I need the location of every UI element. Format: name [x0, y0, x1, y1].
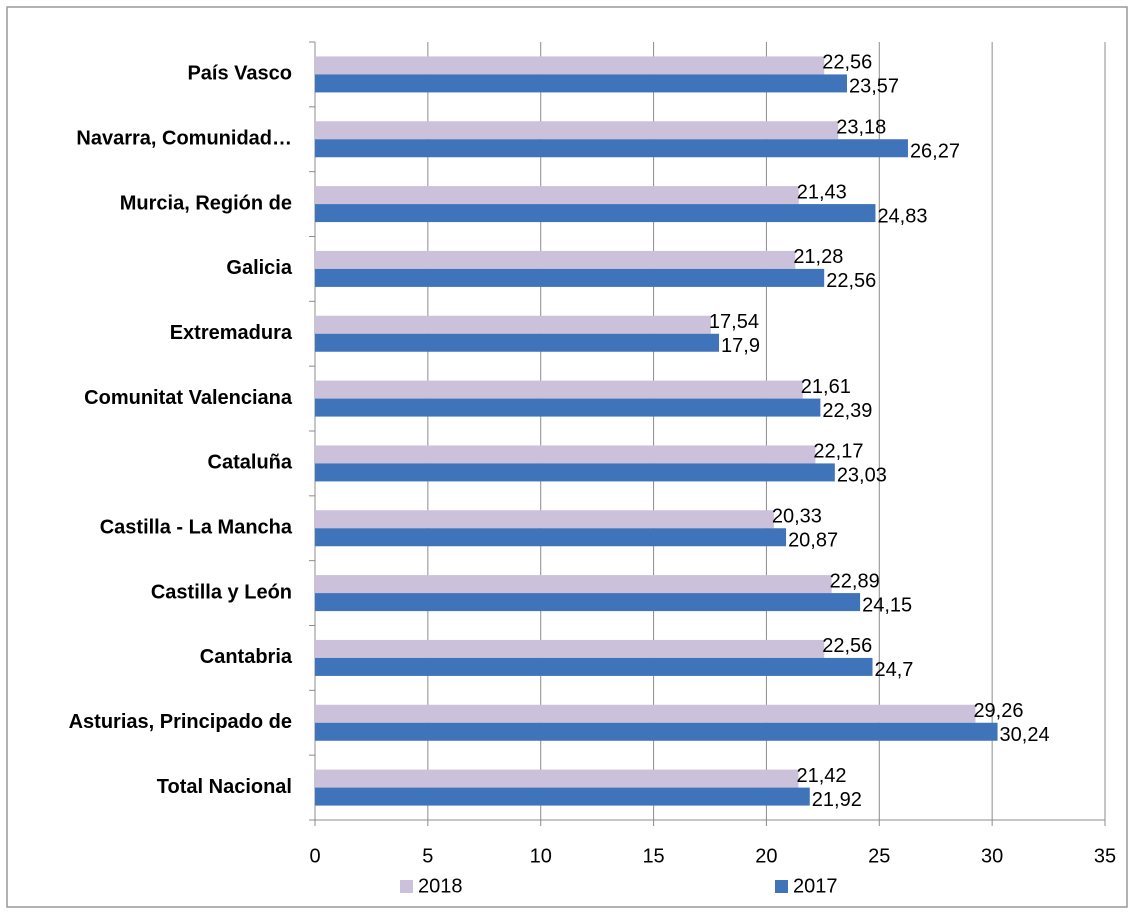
x-tick-label: 5	[422, 845, 433, 867]
x-tick-label: 35	[1094, 845, 1116, 867]
bar	[315, 186, 799, 205]
bar	[315, 510, 774, 529]
bar	[315, 657, 873, 676]
bar	[315, 704, 976, 723]
y-tick-label: Asturias, Principado de	[69, 711, 292, 733]
value-label: 17,9	[721, 335, 760, 357]
y-tick-label: Castilla - La Mancha	[100, 517, 293, 539]
bar	[315, 463, 835, 482]
y-tick-label: Galicia	[226, 257, 292, 279]
value-label: 21,28	[793, 246, 843, 268]
value-label: 22,56	[822, 635, 872, 657]
y-tick-label: Comunitat Valenciana	[84, 387, 293, 409]
value-label: 21,92	[812, 789, 862, 811]
x-tick-label: 0	[309, 845, 320, 867]
bar	[315, 445, 816, 464]
y-tick-label: Cantabria	[200, 646, 293, 668]
bar	[315, 315, 711, 334]
bar	[315, 56, 825, 75]
bar	[315, 639, 825, 658]
value-label: 22,17	[813, 441, 863, 463]
legend-swatch	[400, 880, 413, 893]
value-label: 23,18	[836, 117, 886, 139]
value-label: 20,33	[772, 506, 822, 528]
bar	[315, 139, 908, 158]
value-label: 22,56	[826, 270, 876, 292]
y-tick-label: Navarra, Comunidad…	[76, 128, 292, 150]
x-tick-label: 25	[868, 845, 890, 867]
bar	[315, 722, 998, 741]
y-tick-label: Cataluña	[208, 452, 293, 474]
value-label: 22,89	[830, 570, 880, 592]
value-label: 24,7	[875, 659, 914, 681]
value-label: 17,54	[709, 311, 759, 333]
value-label: 26,27	[910, 141, 960, 163]
bar	[315, 380, 803, 399]
value-label: 21,43	[797, 181, 847, 203]
y-tick-label: Extremadura	[170, 322, 293, 344]
bar	[315, 74, 848, 93]
value-label: 23,03	[837, 465, 887, 487]
value-label: 24,83	[877, 205, 927, 227]
x-tick-label: 10	[530, 845, 552, 867]
value-label: 21,61	[801, 376, 851, 398]
bar	[315, 333, 720, 352]
legend-swatch	[775, 880, 788, 893]
value-label: 20,87	[788, 530, 838, 552]
bar	[315, 268, 825, 287]
bar	[315, 250, 796, 269]
value-label: 29,26	[973, 700, 1023, 722]
bar	[315, 787, 810, 806]
bar	[315, 575, 832, 594]
bar	[315, 204, 876, 223]
y-tick-label: País Vasco	[187, 63, 292, 85]
x-tick-label: 30	[981, 845, 1003, 867]
value-label: 22,56	[822, 52, 872, 74]
legend-label: 2017	[793, 875, 838, 897]
y-tick-label: Murcia, Región de	[120, 192, 292, 214]
value-label: 30,24	[1000, 724, 1050, 746]
value-label: 21,42	[796, 765, 846, 787]
bar	[315, 528, 787, 547]
y-tick-label: Castilla y León	[151, 581, 292, 603]
value-label: 22,39	[822, 400, 872, 422]
value-label: 24,15	[862, 594, 912, 616]
y-tick-label: Total Nacional	[157, 776, 292, 798]
value-label: 23,57	[849, 76, 899, 98]
legend-label: 2018	[418, 875, 463, 897]
bar	[315, 769, 799, 788]
bar	[315, 398, 821, 417]
x-tick-label: 20	[755, 845, 777, 867]
bar	[315, 593, 861, 612]
bar	[315, 121, 839, 140]
x-tick-label: 15	[642, 845, 664, 867]
